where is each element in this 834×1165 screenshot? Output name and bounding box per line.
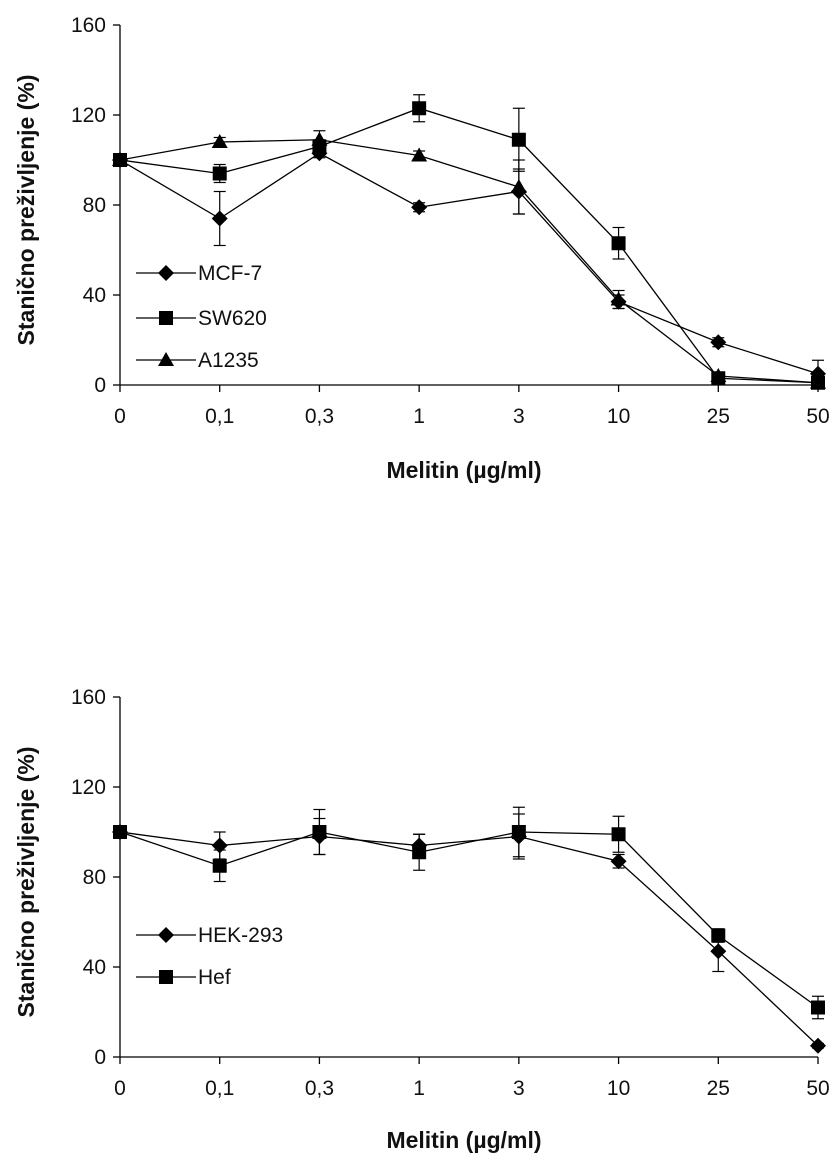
x-tick-label: 0,1 — [205, 1077, 234, 1100]
legend-marker — [158, 352, 174, 366]
y-axis-title: Stanično preživljenje (%) — [13, 747, 39, 1018]
series-a1235 — [112, 130, 826, 389]
legend-label: Hef — [198, 966, 231, 989]
data-point — [811, 1000, 825, 1015]
x-tick-label: 50 — [806, 405, 829, 428]
legend-marker — [158, 265, 174, 281]
legend-label: MCF-7 — [198, 262, 262, 285]
data-point — [311, 131, 328, 146]
data-point — [810, 1037, 826, 1054]
series-line — [119, 831, 819, 1047]
data-point — [610, 291, 627, 306]
y-axis-title: Stanično preživljenje (%) — [13, 75, 39, 346]
data-point — [312, 825, 327, 839]
y-tick-label: 160 — [71, 14, 106, 37]
data-point — [211, 210, 228, 227]
y-tick-label: 0 — [94, 1046, 106, 1069]
series-line — [119, 152, 819, 375]
data-point — [710, 334, 727, 351]
x-tick-label: 1 — [413, 405, 425, 428]
x-tick-label: 0 — [114, 405, 126, 428]
legend-label: HEK-293 — [198, 924, 283, 947]
data-point — [112, 152, 128, 166]
legend-label: A1235 — [198, 349, 259, 372]
series-line — [119, 831, 819, 1009]
data-point — [710, 368, 727, 382]
x-axis-title: Melitin (µg/ml) — [386, 457, 541, 483]
series-line — [119, 107, 819, 384]
y-tick-label: 120 — [71, 776, 106, 799]
y-tick-label: 80 — [83, 194, 106, 217]
legend-label: SW620 — [198, 307, 267, 330]
legend-entry: A1235 — [136, 349, 259, 372]
series-line — [119, 139, 819, 384]
data-point — [212, 166, 227, 181]
legend-marker — [158, 927, 174, 943]
x-tick-label: 0,3 — [305, 405, 334, 428]
y-tick-label: 80 — [83, 866, 106, 889]
data-point — [510, 179, 527, 193]
data-point — [412, 101, 427, 116]
data-point — [711, 928, 726, 943]
data-point — [113, 825, 127, 839]
data-point — [610, 853, 627, 870]
x-tick-label: 25 — [707, 405, 730, 428]
x-tick-label: 0 — [114, 1077, 126, 1100]
x-tick-label: 10 — [607, 405, 630, 428]
data-point — [710, 943, 727, 960]
x-tick-label: 50 — [806, 1077, 829, 1100]
y-tick-label: 120 — [71, 104, 106, 127]
legend-marker — [159, 311, 173, 325]
data-point — [211, 134, 228, 148]
chart-2: 0 40 80 120 160 0 0,1 0,3 1 3 10 25 50 Melitin (µg/ml… — [13, 686, 830, 1153]
y-tick-label: 0 — [94, 374, 106, 397]
data-point — [611, 827, 626, 842]
legend-marker — [159, 970, 173, 984]
x-tick-label: 25 — [707, 1077, 730, 1100]
x-tick-label: 1 — [413, 1077, 425, 1100]
data-point — [212, 858, 227, 873]
data-point — [611, 236, 626, 251]
x-tick-label: 3 — [513, 1077, 525, 1100]
legend-entry: Hef — [136, 966, 231, 989]
data-point — [810, 374, 826, 389]
x-tick-label: 0,1 — [205, 405, 234, 428]
x-tick-label: 10 — [607, 1077, 630, 1100]
y-tick-label: 160 — [71, 686, 106, 709]
y-tick-label: 40 — [83, 284, 106, 307]
data-point — [511, 825, 526, 839]
y-tick-label: 40 — [83, 956, 106, 979]
data-point — [411, 147, 428, 162]
data-point — [511, 132, 526, 147]
chart-1: 0 40 80 120 160 0 0,1 0,3 1 3 10 25 50 Melitin (µg/ml… — [13, 14, 830, 483]
x-tick-label: 0,3 — [305, 1077, 334, 1100]
legend-entry: MCF-7 — [136, 262, 262, 285]
legend-entry: HEK-293 — [136, 924, 283, 947]
legend-entry: SW620 — [136, 307, 267, 330]
data-point — [411, 199, 428, 216]
data-point — [412, 845, 427, 860]
x-axis-title: Melitin (µg/ml) — [386, 1127, 541, 1153]
x-tick-label: 3 — [513, 405, 525, 428]
series-hef — [113, 806, 825, 1020]
